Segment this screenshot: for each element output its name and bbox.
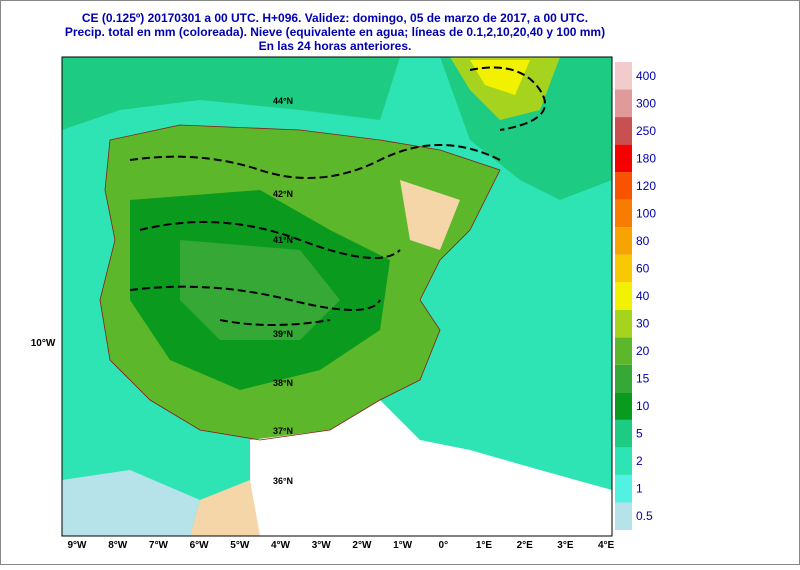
lon-label: 1°W bbox=[393, 540, 413, 551]
lat-label: 44°N bbox=[273, 96, 293, 106]
colorbar-swatch bbox=[615, 172, 632, 200]
colorbar-label: 120 bbox=[636, 179, 656, 193]
colorbar-label: 30 bbox=[636, 317, 650, 331]
colorbar-label: 300 bbox=[636, 96, 656, 110]
colorbar-swatch bbox=[615, 254, 632, 283]
colorbar-swatch bbox=[615, 144, 632, 173]
lon-label: 6°W bbox=[190, 540, 210, 551]
lat-label: 38°N bbox=[273, 378, 293, 388]
lat-label: 36°N bbox=[273, 476, 293, 486]
map bbox=[61, 56, 613, 537]
colorbar-swatch bbox=[615, 309, 632, 338]
lon-label: 3°E bbox=[557, 540, 574, 551]
lon-label: 5°W bbox=[230, 540, 250, 551]
colorbar-swatch bbox=[615, 89, 632, 118]
colorbar-label: 180 bbox=[636, 151, 656, 165]
colorbar-swatch bbox=[615, 62, 632, 90]
lat-label: 41°N bbox=[273, 235, 293, 245]
lon-label: 4°E bbox=[598, 540, 615, 551]
lon-label: 7°W bbox=[149, 540, 169, 551]
colorbar-swatch bbox=[615, 282, 632, 310]
colorbar-swatch bbox=[615, 199, 632, 228]
colorbar-swatch bbox=[615, 419, 632, 448]
title-line: CE (0.125º) 20170301 a 00 UTC. H+096. Va… bbox=[82, 11, 588, 25]
colorbar-label: 1 bbox=[636, 482, 643, 496]
colorbar-swatch bbox=[615, 364, 632, 393]
colorbar-label: 10 bbox=[636, 399, 650, 413]
colorbar-swatch bbox=[615, 474, 632, 503]
colorbar-swatch bbox=[615, 117, 632, 145]
lon-label: 8°W bbox=[108, 540, 128, 551]
colorbar-label: 2 bbox=[636, 454, 643, 468]
lon-label: 1°E bbox=[476, 540, 493, 551]
colorbar-swatch bbox=[615, 502, 632, 530]
colorbar-swatch bbox=[615, 227, 632, 255]
colorbar-label: 0.5 bbox=[636, 509, 653, 523]
title-line: En las 24 horas anteriores. bbox=[259, 39, 412, 53]
colorbar-label: 20 bbox=[636, 344, 650, 358]
lat-axis-label: 10°W bbox=[31, 338, 56, 349]
colorbar-label: 100 bbox=[636, 206, 656, 220]
lon-label: 4°W bbox=[271, 540, 291, 551]
colorbar-label: 15 bbox=[636, 372, 650, 386]
colorbar-label: 250 bbox=[636, 124, 656, 138]
lon-label: 2°W bbox=[352, 540, 372, 551]
lon-label: 9°W bbox=[68, 540, 88, 551]
lon-label: 2°E bbox=[517, 540, 534, 551]
lat-label: 42°N bbox=[273, 189, 293, 199]
colorbar-label: 80 bbox=[636, 234, 650, 248]
lon-label: 0° bbox=[439, 540, 449, 551]
colorbar-label: 5 bbox=[636, 427, 643, 441]
colorbar-label: 400 bbox=[636, 69, 656, 83]
colorbar-swatch bbox=[615, 392, 632, 420]
colorbar-swatch bbox=[615, 337, 632, 365]
colorbar-swatch bbox=[615, 447, 632, 475]
title-line: Precip. total en mm (coloreada). Nieve (… bbox=[65, 25, 605, 39]
colorbar-label: 40 bbox=[636, 289, 650, 303]
lon-label: 3°W bbox=[312, 540, 332, 551]
lat-label: 39°N bbox=[273, 329, 293, 339]
lat-label: 37°N bbox=[273, 426, 293, 436]
colorbar-label: 60 bbox=[636, 261, 650, 275]
